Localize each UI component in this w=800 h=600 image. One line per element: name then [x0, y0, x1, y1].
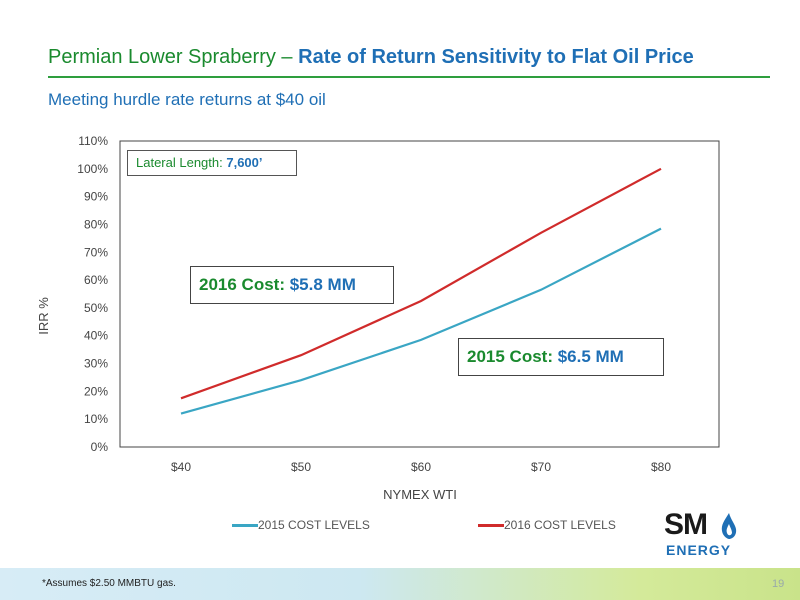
y-tick-label: 40%: [84, 329, 108, 343]
series-line-2015: [180, 227, 662, 415]
y-tick-label: 50%: [84, 301, 108, 315]
y-tick-label: 100%: [77, 162, 108, 176]
y-tick-label: 10%: [84, 412, 108, 426]
logo-sm-text: SM: [664, 508, 708, 541]
footer-band: [0, 568, 800, 600]
y-axis-title: IRR %: [36, 297, 51, 335]
footnote: *Assumes $2.50 MMBTU gas.: [42, 578, 176, 589]
cost-2015-callout: 2015 Cost: $6.5 MM: [458, 338, 664, 376]
lateral-length-callout: Lateral Length: 7,600’: [127, 150, 297, 176]
page-number: 19: [772, 578, 785, 590]
series-lines: [180, 167, 662, 415]
y-tick-label: 80%: [84, 217, 108, 231]
cost-2016-label: 2016 Cost: [199, 275, 280, 294]
title-topic: Rate of Return Sensitivity to Flat Oil P…: [298, 46, 694, 68]
y-tick-label: 0%: [91, 440, 109, 454]
title-separator: –: [275, 46, 299, 68]
legend-swatch-2016: [478, 523, 504, 527]
y-tick-label: 110%: [78, 134, 108, 148]
sm-energy-logo: SM ENERGY: [664, 508, 742, 560]
legend-label-2016: 2016 COST LEVELS: [504, 518, 616, 532]
y-axis-ticks: 0% 10% 20% 30% 40% 50% 60% 70% 80% 90% 100% 110%: [77, 134, 108, 454]
lateral-length-label: Lateral Length:: [136, 155, 227, 170]
x-tick-label: $80: [651, 460, 671, 474]
x-tick-label: $70: [531, 460, 551, 474]
x-axis-title: NYMEX WTI: [383, 487, 457, 502]
cost-2015-label: 2015 Cost:: [467, 347, 558, 366]
slide-subtitle: Meeting hurdle rate returns at $40 oil: [48, 90, 326, 109]
title-region: Permian Lower Spraberry: [48, 46, 276, 68]
legend-item-2016: 2016 COST LEVELS: [478, 518, 616, 532]
x-axis-ticks: $40 $50 $60 $70 $80: [171, 460, 671, 474]
x-tick-label: $50: [291, 460, 311, 474]
legend-label-2015: 2015 COST LEVELS: [258, 518, 370, 532]
legend-item-2015: 2015 COST LEVELS: [232, 518, 370, 532]
x-tick-label: $60: [411, 460, 431, 474]
legend-swatch-2015: [232, 523, 258, 527]
y-tick-label: 30%: [84, 357, 108, 371]
cost-2015-value: $6.5 MM: [557, 347, 624, 366]
x-tick-label: $40: [171, 460, 191, 474]
series-line-2016: [180, 167, 662, 400]
y-tick-label: 60%: [84, 273, 108, 287]
y-tick-label: 90%: [84, 190, 108, 204]
title-divider: [48, 76, 770, 78]
cost-2016-colon: :: [279, 275, 290, 294]
flame-icon: [721, 513, 737, 539]
cost-2016-callout: 2016 Cost: $5.8 MM: [190, 266, 394, 304]
logo-energy-text: ENERGY: [666, 542, 732, 558]
y-tick-label: 70%: [84, 245, 108, 259]
slide-title: Permian Lower Spraberry – Rate of Return…: [48, 46, 694, 69]
lateral-length-value: 7,600’: [226, 155, 263, 170]
y-tick-label: 20%: [84, 384, 108, 398]
cost-2016-value: $5.8 MM: [289, 275, 356, 294]
